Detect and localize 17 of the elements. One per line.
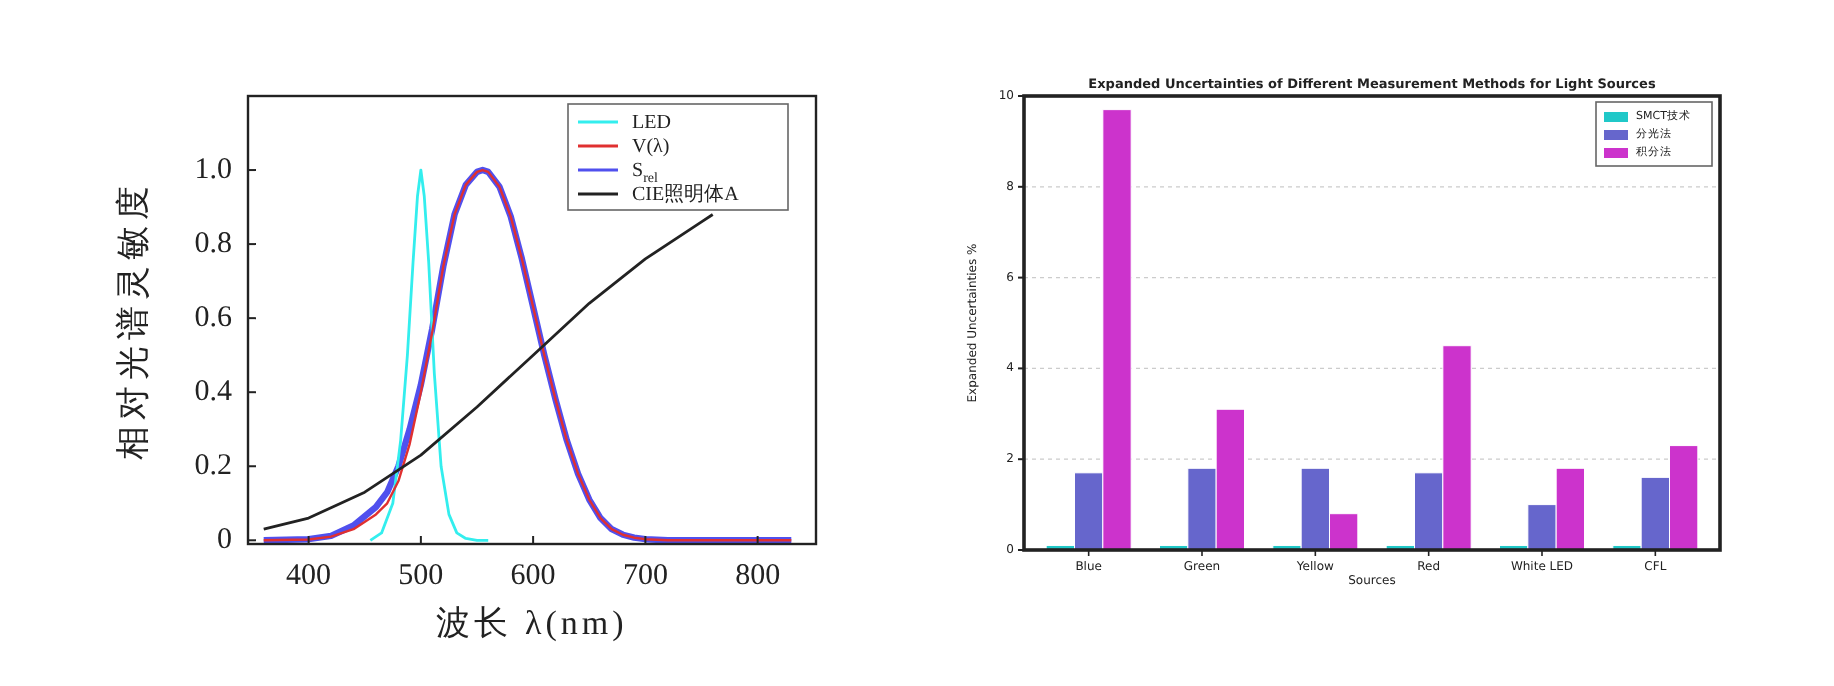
y-tick-label: 0.4 — [194, 376, 233, 409]
y-tick-label: 0.2 — [194, 450, 232, 483]
x-tick-label: 600 — [510, 560, 556, 592]
x-tick-label: 800 — [735, 560, 781, 592]
x-axis-title: 波长 λ(nm) — [436, 604, 628, 642]
y-tick-label: 0.8 — [194, 228, 232, 261]
legend-label: LED — [632, 111, 671, 133]
y-axis-title: 相对光谱灵敏度 — [114, 180, 152, 460]
x-tick-label: 500 — [398, 560, 444, 592]
legend-label: V(λ) — [632, 135, 670, 157]
legend-label: CIE照明体A — [632, 181, 741, 205]
x-tick-label: 400 — [286, 560, 332, 592]
y-tick-label: 0 — [217, 524, 232, 557]
y-tick-label: 0.6 — [194, 302, 233, 335]
x-tick-label: 700 — [622, 560, 668, 592]
legend-label: S$_{rel}$ — [632, 159, 658, 186]
y-tick-label: 1.0 — [194, 154, 232, 187]
